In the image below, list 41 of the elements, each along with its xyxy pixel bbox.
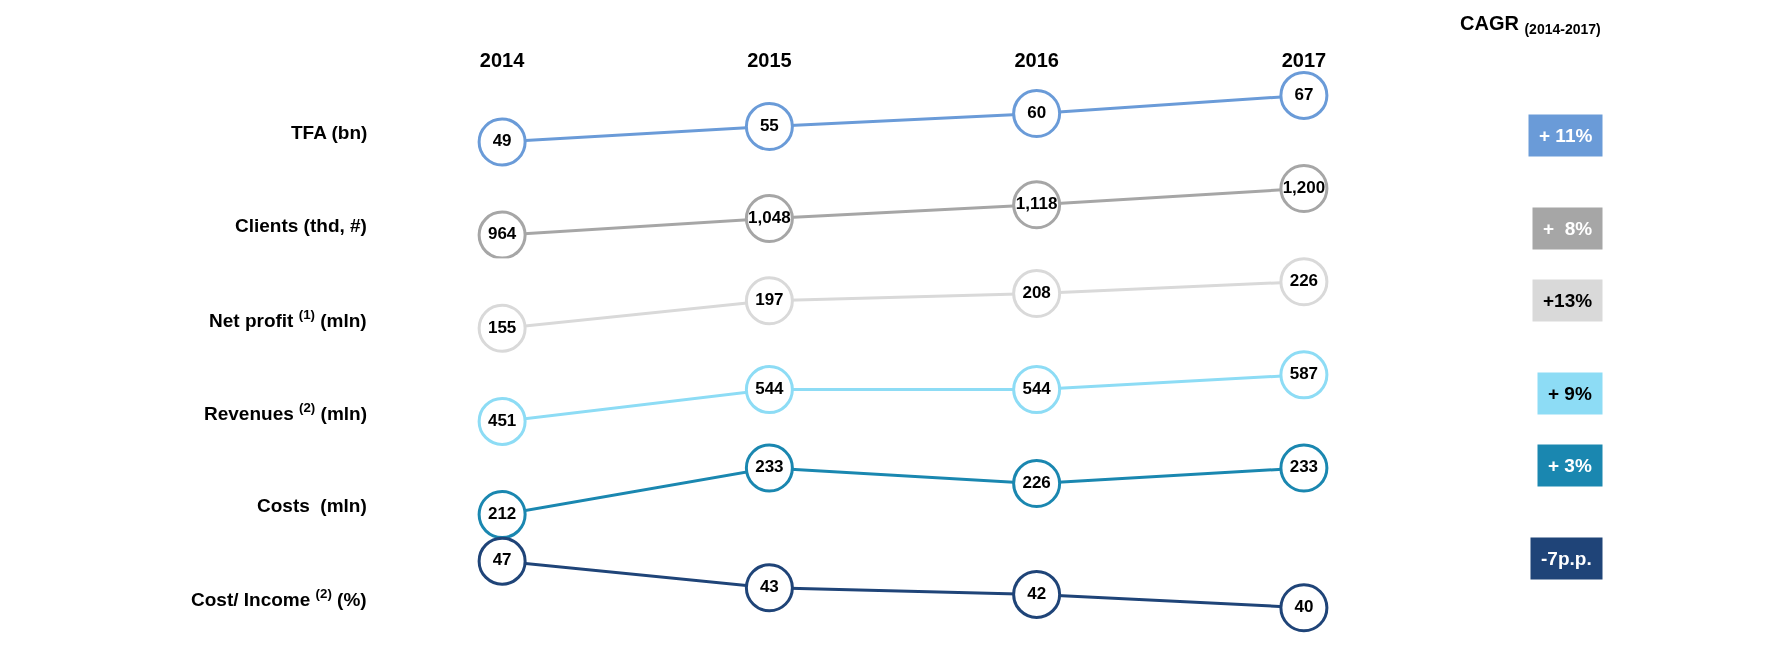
y-axis-title: Net profit $^{(1)}$ (mln) bbox=[209, 307, 367, 331]
text: + 11% bbox=[1539, 125, 1593, 146]
x-tick-label: 2017 bbox=[1281, 49, 1327, 72]
data-label: 587 bbox=[1289, 364, 1319, 384]
data-label: 226 bbox=[1289, 270, 1319, 290]
y-axis-title: Clients (thd, #) bbox=[235, 215, 367, 236]
data-label: 544 bbox=[755, 378, 785, 398]
text: CAGR $_{(2014-2017)}$ bbox=[1460, 12, 1601, 38]
data-label: 40 bbox=[1294, 596, 1314, 616]
data-label: 233 bbox=[1289, 457, 1319, 477]
data-label: 60 bbox=[1027, 102, 1047, 122]
y-axis-title: Costs (mln) bbox=[257, 495, 367, 516]
text: + 8% bbox=[1543, 218, 1593, 239]
data-label: 155 bbox=[487, 317, 517, 337]
data-label: 964 bbox=[487, 224, 517, 244]
data-label: 233 bbox=[755, 457, 784, 477]
data-label: 42 bbox=[1027, 583, 1047, 603]
data-label: 197 bbox=[755, 289, 784, 309]
x-tick-label: 2014 bbox=[479, 49, 526, 72]
data-label: 49 bbox=[492, 131, 512, 151]
data-label: 1,200 bbox=[1282, 177, 1326, 197]
data-label: 55 bbox=[759, 115, 779, 135]
y-axis-title: TFA (bn) bbox=[291, 122, 368, 143]
text: + 9% bbox=[1548, 383, 1592, 404]
data-label: 208 bbox=[1022, 282, 1051, 302]
y-axis-title: Cost/ Income $^{(2)}$ (%) bbox=[191, 586, 367, 610]
data-label: 67 bbox=[1294, 84, 1314, 104]
data-label: 451 bbox=[487, 410, 517, 430]
text: + 3% bbox=[1548, 455, 1592, 476]
data-label: 212 bbox=[487, 503, 517, 523]
data-label: 1,048 bbox=[748, 207, 791, 227]
data-label: 226 bbox=[1022, 472, 1051, 492]
text: -7p.p. bbox=[1541, 548, 1592, 569]
text: +13% bbox=[1543, 290, 1593, 311]
y-axis-title: Revenues $^{(2)}$ (mln) bbox=[204, 400, 368, 424]
x-tick-label: 2015 bbox=[747, 49, 792, 72]
x-tick-label: 2016 bbox=[1014, 49, 1059, 72]
data-label: 1,118 bbox=[1015, 193, 1058, 213]
data-label: 47 bbox=[492, 550, 512, 570]
data-label: 43 bbox=[759, 577, 779, 596]
data-label: 544 bbox=[1022, 378, 1052, 398]
